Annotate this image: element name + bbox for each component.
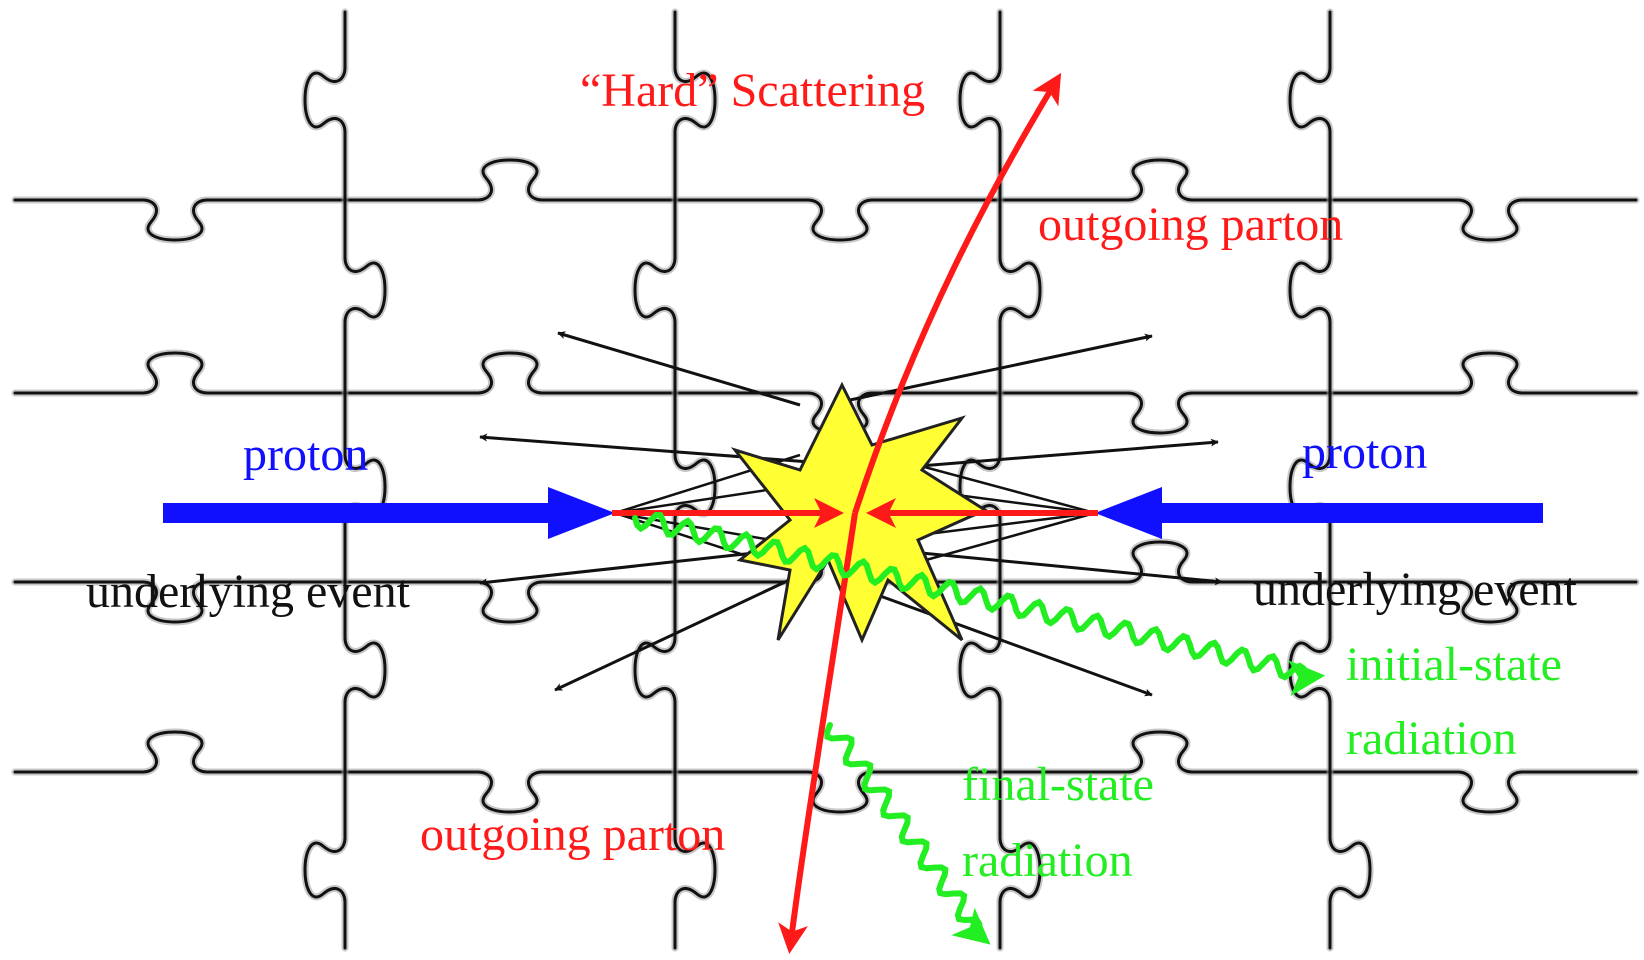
radiation-lines: [632, 511, 1326, 945]
proton-left-label: proton: [243, 428, 368, 481]
puzzle-edge-vertical-3: [958, 10, 1042, 950]
outgoing-partons: [778, 72, 1062, 954]
final-state-label-line2: radiation: [962, 834, 1133, 887]
final-state-radiation-wave: [824, 722, 991, 945]
initial-state-radiation-wave: [632, 511, 1326, 697]
initial-state-label-line2: radiation: [1346, 712, 1517, 765]
ue-arrow: [869, 438, 1219, 472]
puzzle-edge-horizontal-4: [13, 730, 1638, 814]
ue-arrow: [557, 331, 801, 407]
underlying-event-right-label: underlying event: [1253, 563, 1578, 616]
outgoing-parton-top-label: outgoing parton: [1038, 198, 1343, 251]
hard-scattering-label: “Hard” Scattering: [580, 64, 925, 117]
ue-arrow: [554, 573, 801, 692]
ue-arrow: [849, 583, 1153, 697]
proton-arrowhead-left: [548, 487, 615, 539]
outgoing-parton-top-line: [852, 72, 1062, 514]
proton-beams: [163, 487, 1543, 539]
outgoing-parton-bottom-label: outgoing parton: [420, 808, 725, 861]
ue-arrow: [869, 546, 1223, 586]
proton-arrowhead-right: [1095, 487, 1162, 539]
underlying-event-left-label: underlying event: [86, 565, 411, 618]
final-state-label-line1: final-state: [962, 758, 1154, 811]
puzzle-edge-vertical-1: [303, 10, 387, 950]
proton-right-label: proton: [1302, 426, 1427, 479]
puzzle-edge-vertical-4: [1288, 10, 1372, 950]
puzzle-edge-vertical-2: [633, 10, 717, 950]
puzzle-edge-horizontal-1: [13, 158, 1638, 242]
initial-state-label-line1: initial-state: [1346, 638, 1562, 691]
outgoing-parton-bottom-line: [778, 512, 858, 954]
